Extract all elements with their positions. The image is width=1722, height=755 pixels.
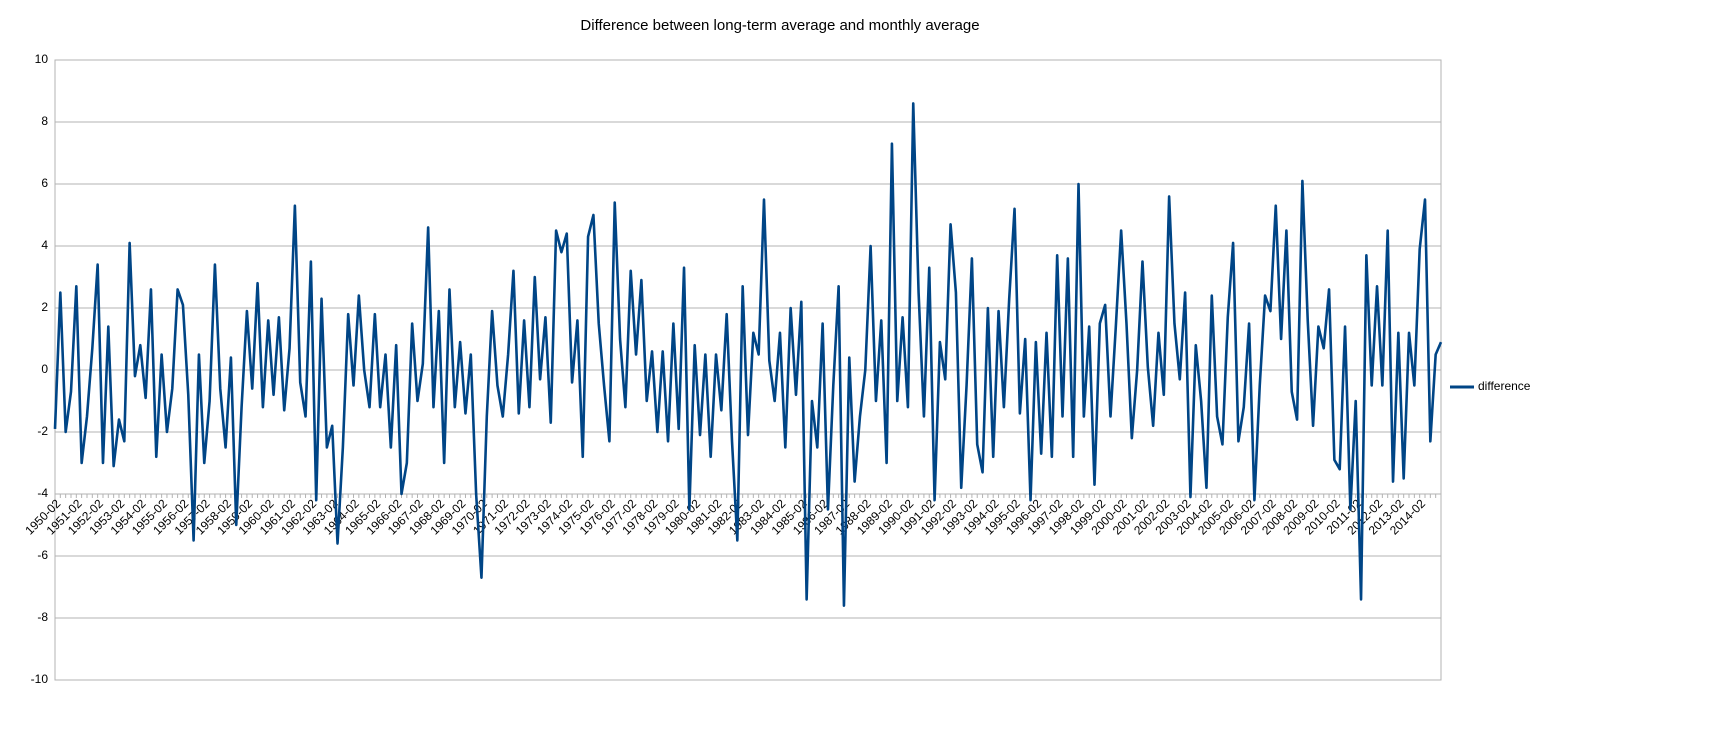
y-tick-label: -2	[37, 424, 48, 438]
chart-title: Difference between long-term average and…	[580, 17, 979, 34]
y-tick-label: 0	[41, 362, 48, 376]
data-line	[53, 102, 1443, 607]
y-tick-label: -10	[31, 672, 49, 686]
y-tick-label: 4	[41, 238, 48, 252]
y-tick-label: 6	[41, 176, 48, 190]
legend-label: difference	[1478, 379, 1531, 393]
y-tick-label: 8	[41, 114, 48, 128]
y-tick-label: 10	[35, 52, 49, 66]
y-tick-label: -8	[37, 610, 48, 624]
y-tick-label: -4	[37, 486, 48, 500]
y-tick-label: -6	[37, 548, 48, 562]
y-tick-label: 2	[41, 300, 48, 314]
